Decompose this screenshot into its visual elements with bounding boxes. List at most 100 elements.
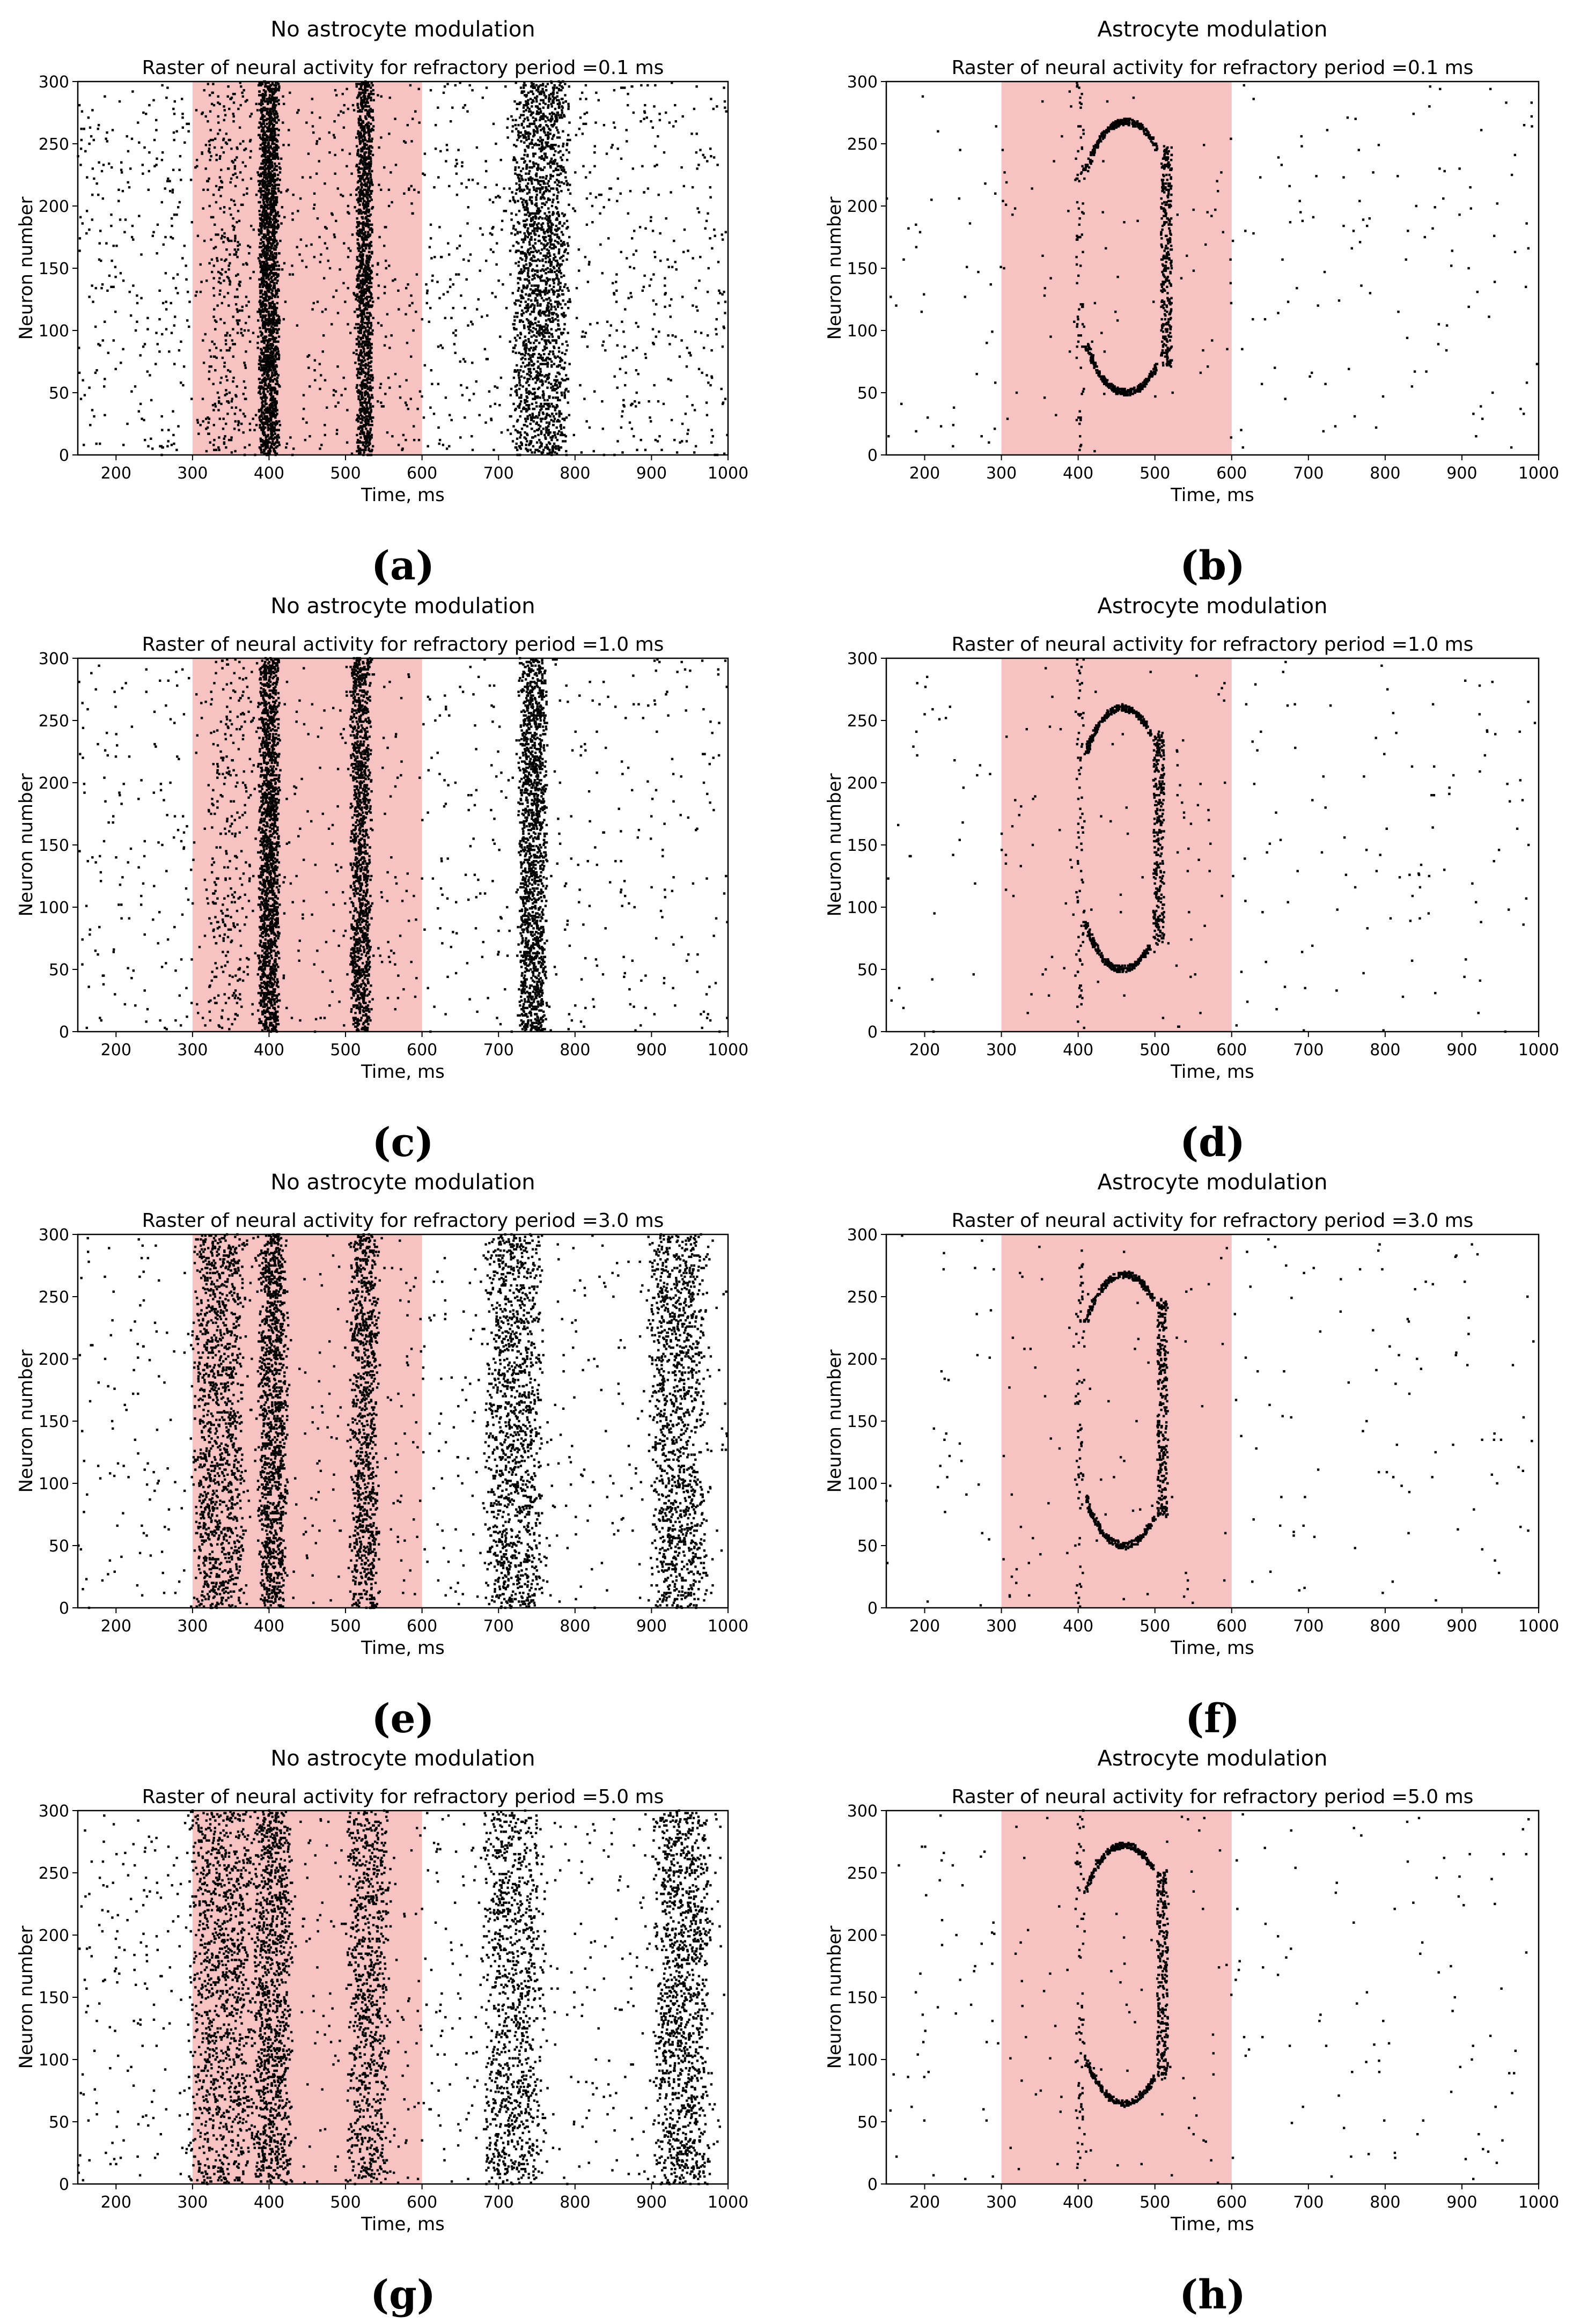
spike-mark: [455, 159, 458, 161]
burst-spike-mark: [356, 441, 359, 444]
burst-spike-mark: [274, 232, 276, 235]
spike-mark: [149, 374, 151, 377]
burst-spike-mark: [270, 318, 273, 321]
burst-spike-mark: [270, 152, 273, 155]
spike-mark: [423, 173, 426, 176]
burst-spike-mark: [260, 193, 263, 196]
burst-spike-mark: [369, 404, 372, 407]
spike-mark: [461, 165, 464, 167]
burst-spike-mark: [361, 299, 364, 302]
burst-spike-mark: [271, 193, 275, 196]
burst-spike-mark: [274, 387, 277, 391]
spike-mark: [484, 160, 487, 163]
burst-spike-mark: [367, 111, 370, 114]
burst-spike-mark: [262, 373, 266, 376]
burst-spike-mark: [263, 371, 266, 374]
burst-spike-mark: [369, 157, 372, 160]
spike-mark: [342, 195, 344, 197]
spike-mark: [194, 166, 197, 169]
burst-spike-mark: [267, 198, 269, 201]
spike-mark: [94, 371, 97, 374]
burst-spike-mark: [262, 429, 265, 431]
burst-spike-mark: [367, 433, 370, 437]
burst-spike-mark: [240, 332, 242, 334]
burst-spike-mark: [526, 251, 530, 253]
spike-mark: [526, 125, 529, 128]
burst-spike-mark: [261, 324, 264, 327]
burst-spike-mark: [365, 190, 368, 193]
burst-spike-mark: [364, 90, 366, 93]
burst-spike-mark: [234, 406, 238, 409]
spike-mark: [255, 193, 258, 196]
burst-spike-mark: [226, 292, 230, 295]
spike-mark: [253, 429, 256, 431]
burst-spike-mark: [266, 160, 268, 163]
burst-spike-mark: [262, 141, 265, 144]
spike-mark: [548, 290, 550, 293]
burst-spike-mark: [220, 146, 223, 149]
burst-spike-mark: [362, 202, 365, 205]
burst-spike-mark: [355, 267, 358, 270]
burst-spike-mark: [367, 172, 371, 175]
burst-spike-mark: [357, 371, 359, 374]
burst-spike-mark: [236, 288, 239, 291]
burst-spike-mark: [266, 161, 269, 164]
burst-spike-mark: [273, 101, 276, 104]
burst-spike-mark: [361, 370, 363, 373]
spike-mark: [671, 82, 673, 84]
burst-spike-mark: [258, 84, 260, 87]
spike-mark: [649, 416, 651, 419]
spike-mark: [158, 350, 161, 353]
spike-mark: [91, 109, 94, 112]
spike-raster: [77, 80, 729, 457]
burst-spike-mark: [267, 238, 270, 241]
burst-spike-mark: [365, 151, 367, 154]
spike-mark: [467, 206, 469, 209]
spike-mark: [117, 200, 120, 202]
burst-spike-mark: [269, 110, 272, 113]
spike-mark: [307, 366, 310, 369]
burst-spike-mark: [367, 166, 370, 169]
burst-spike-mark: [364, 393, 367, 395]
spike-mark: [664, 292, 667, 295]
burst-spike-mark: [274, 100, 277, 103]
spike-mark: [557, 324, 560, 327]
burst-spike-mark: [276, 211, 280, 214]
burst-spike-mark: [230, 239, 233, 242]
burst-spike-mark: [261, 311, 263, 313]
burst-spike-mark: [357, 259, 360, 262]
burst-spike-mark: [365, 259, 368, 262]
burst-spike-mark: [516, 437, 519, 440]
spike-mark: [132, 284, 135, 287]
burst-spike-mark: [367, 208, 371, 211]
burst-spike-mark: [262, 210, 265, 212]
burst-spike-mark: [271, 238, 274, 241]
burst-spike-mark: [364, 264, 367, 267]
burst-spike-mark: [269, 152, 271, 155]
burst-spike-mark: [266, 136, 269, 139]
spike-mark: [643, 117, 645, 120]
burst-spike-mark: [244, 446, 246, 449]
burst-spike-mark: [558, 248, 561, 251]
burst-spike-mark: [229, 347, 231, 349]
burst-spike-mark: [554, 107, 557, 111]
burst-spike-mark: [358, 264, 362, 267]
spike-mark: [118, 100, 121, 103]
burst-spike-mark: [370, 417, 372, 420]
spike-mark: [122, 348, 124, 350]
spike-mark: [252, 332, 255, 334]
burst-spike-mark: [359, 343, 362, 345]
spike-mark: [635, 405, 637, 408]
burst-spike-mark: [272, 430, 275, 433]
spike-mark: [674, 261, 677, 263]
burst-spike-mark: [269, 272, 271, 275]
burst-spike-mark: [215, 153, 218, 157]
spike-mark: [445, 144, 449, 146]
burst-spike-mark: [269, 84, 272, 87]
spike-mark: [662, 402, 665, 406]
burst-spike-mark: [356, 338, 359, 341]
spike-mark: [627, 212, 629, 215]
burst-spike-mark: [370, 297, 373, 299]
burst-spike-mark: [265, 145, 268, 148]
burst-spike-mark: [370, 192, 372, 195]
